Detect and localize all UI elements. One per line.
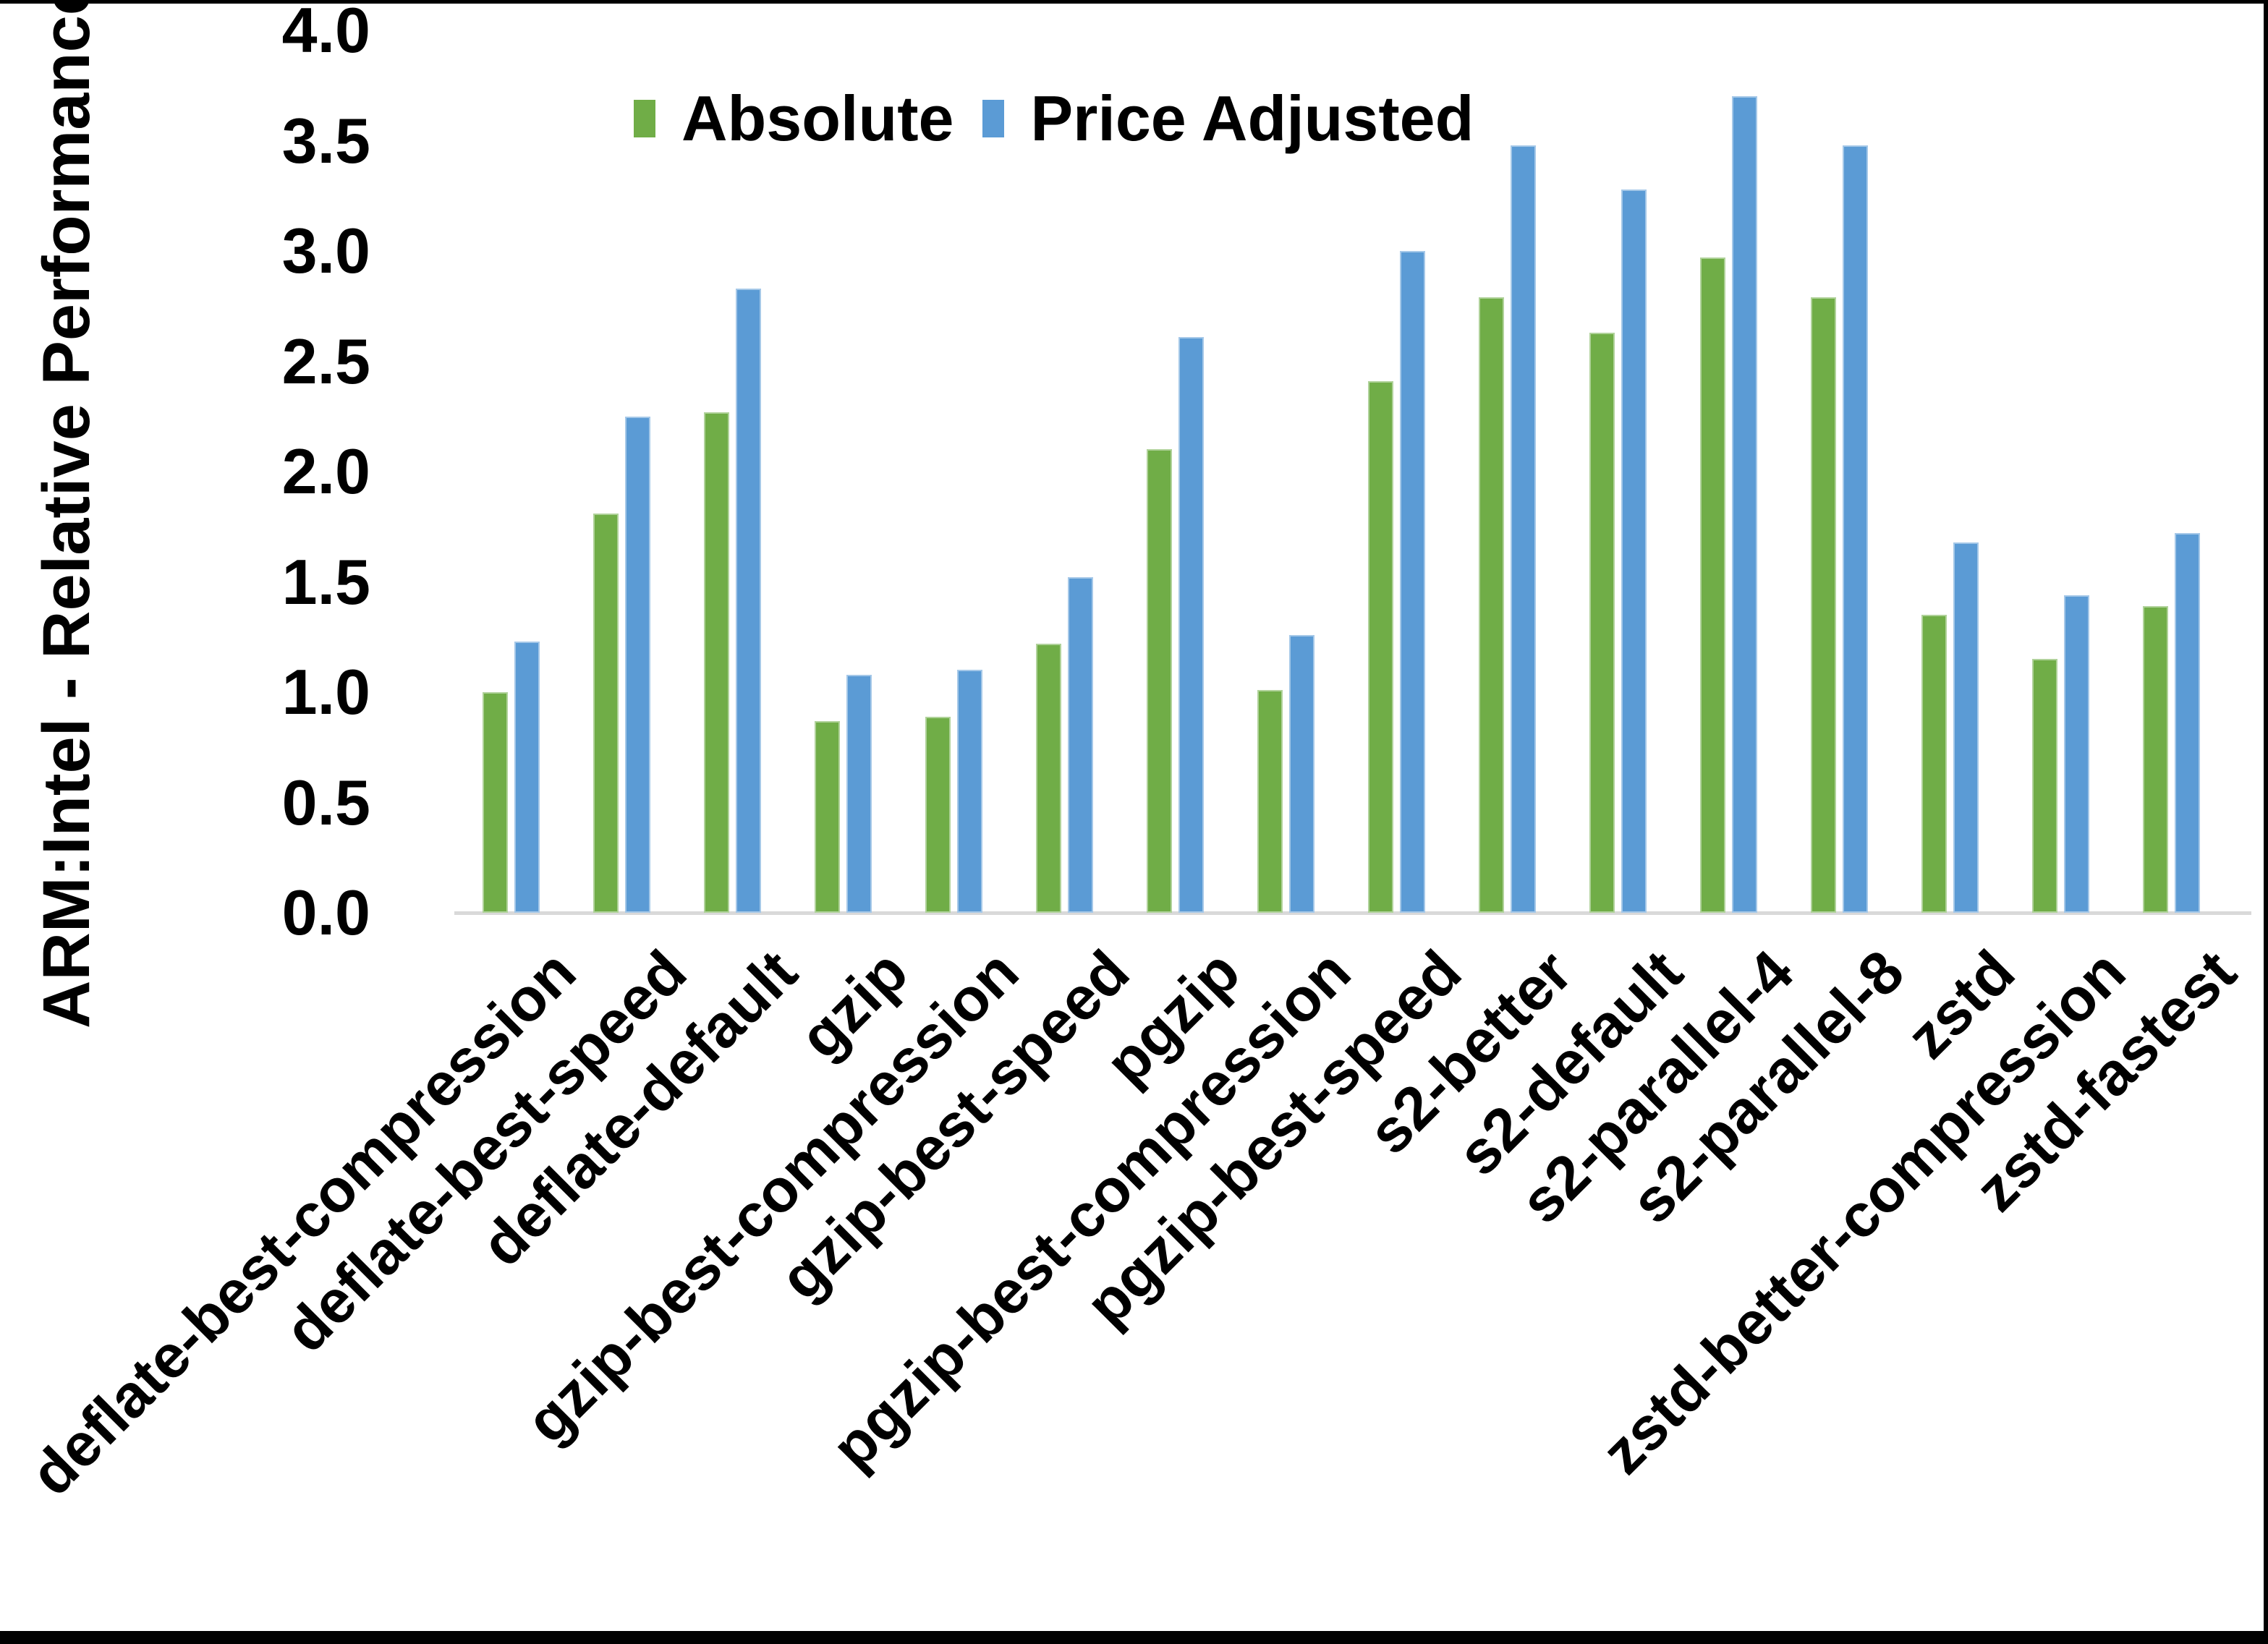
bar-absolute-gzip-best-compression — [925, 717, 951, 913]
bar-absolute-pgzip — [1147, 449, 1172, 913]
legend-item-absolute: Absolute — [634, 87, 954, 150]
bar-price-adjusted-pgzip-best-speed — [1400, 251, 1425, 913]
y-tick-label: 2.0 — [281, 435, 370, 507]
y-tick-label: 2.5 — [281, 325, 370, 397]
bar-price-adjusted-pgzip — [1178, 337, 1204, 913]
legend-item-price-adjusted: Price Adjusted — [982, 87, 1474, 150]
y-tick-label: 0.5 — [281, 766, 370, 838]
y-axis-title: ARM:Intel - Relative Performance — [30, 0, 103, 1028]
bar-absolute-deflate-best-speed — [593, 514, 619, 913]
bar-price-adjusted-gzip-best-speed — [1068, 577, 1093, 913]
legend-label-absolute: Absolute — [681, 82, 954, 154]
legend-swatch-price-adjusted — [982, 100, 1005, 137]
bar-absolute-zstd-fastest — [2143, 606, 2168, 913]
bar-absolute-s2-parallel-8 — [1811, 297, 1836, 913]
y-tick-label: 1.5 — [281, 545, 370, 618]
bar-price-adjusted-deflate-best-speed — [625, 417, 650, 913]
bar-absolute-s2-default — [1589, 333, 1615, 913]
bar-absolute-gzip-best-speed — [1036, 644, 1061, 913]
legend-swatch-absolute — [634, 100, 655, 137]
bar-price-adjusted-gzip-best-compression — [957, 670, 982, 913]
bar-price-adjusted-pgzip-best-compression — [1289, 635, 1314, 913]
bar-absolute-s2-better — [1479, 297, 1504, 913]
y-tick-label: 3.0 — [281, 215, 370, 286]
bar-absolute-gzip — [815, 721, 840, 913]
bar-absolute-pgzip-best-compression — [1257, 690, 1283, 913]
y-tick-label: 4.0 — [281, 0, 370, 66]
bar-absolute-pgzip-best-speed — [1368, 381, 1393, 913]
bar-price-adjusted-s2-parallel-4 — [1732, 96, 1757, 913]
bar-price-adjusted-s2-default — [1621, 189, 1647, 913]
bar-price-adjusted-gzip — [846, 675, 872, 913]
bar-price-adjusted-zstd — [1953, 542, 1979, 913]
y-tick-label: 3.5 — [281, 104, 370, 176]
figure-border-bottom — [0, 1631, 2268, 1644]
bar-price-adjusted-deflate-best-compression — [514, 642, 540, 913]
y-tick-label: 1.0 — [281, 656, 370, 728]
bar-price-adjusted-deflate-default — [736, 289, 761, 913]
bar-price-adjusted-s2-better — [1511, 145, 1536, 913]
bar-absolute-deflate-default — [704, 412, 729, 913]
bar-absolute-zstd — [1921, 615, 1947, 913]
bar-absolute-deflate-best-compression — [483, 692, 508, 913]
legend: Absolute Price Adjusted — [634, 87, 1474, 150]
bar-price-adjusted-zstd-fastest — [2175, 533, 2200, 913]
bar-price-adjusted-s2-parallel-8 — [1843, 145, 1868, 913]
legend-label-price-adjusted: Price Adjusted — [1030, 82, 1474, 154]
figure-border-right — [2264, 0, 2268, 1644]
figure-border-top — [0, 0, 2268, 4]
bar-price-adjusted-zstd-better-compression — [2064, 595, 2089, 913]
x-axis-line — [454, 911, 2251, 915]
y-tick-label: 0.0 — [281, 877, 370, 948]
bar-absolute-zstd-better-compression — [2032, 659, 2057, 913]
bar-absolute-s2-parallel-4 — [1700, 257, 1725, 913]
